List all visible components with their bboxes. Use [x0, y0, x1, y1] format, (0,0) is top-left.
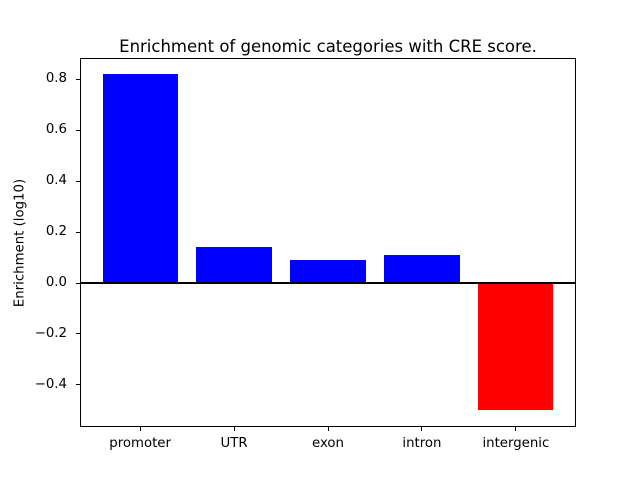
y-tick-label: 0.6	[45, 122, 67, 138]
y-tick-mark	[76, 129, 80, 131]
x-tick-mark	[515, 427, 517, 432]
y-tick-mark	[76, 282, 80, 284]
y-tick-mark	[76, 333, 80, 335]
bar-promoter	[102, 74, 178, 284]
y-tick-mark	[76, 78, 80, 80]
x-tick-label-exon: exon	[312, 436, 344, 452]
x-tick-label-intron: intron	[402, 436, 442, 452]
x-tick-label-UTR: UTR	[220, 436, 248, 452]
x-tick-mark	[421, 427, 423, 432]
y-tick-label: −0.4	[34, 376, 67, 392]
y-tick-mark	[76, 180, 80, 182]
x-tick-label-promoter: promoter	[109, 436, 171, 452]
x-tick-mark	[139, 427, 141, 432]
bar-UTR	[196, 247, 272, 284]
bar-intergenic	[478, 283, 554, 411]
y-tick-mark	[76, 384, 80, 386]
y-tick-label: 0.2	[45, 224, 67, 240]
x-tick-mark	[327, 427, 329, 432]
y-tick-label: 0.0	[45, 275, 67, 291]
y-tick-label: 0.4	[45, 173, 67, 189]
y-tick-label: −0.2	[34, 325, 67, 341]
y-tick-label: 0.8	[45, 71, 67, 87]
chart-title: Enrichment of genomic categories with CR…	[119, 37, 537, 56]
x-tick-label-intergenic: intergenic	[482, 436, 550, 452]
zero-line	[80, 282, 576, 285]
y-tick-mark	[76, 231, 80, 233]
bar-intron	[384, 255, 460, 284]
x-tick-mark	[233, 427, 235, 432]
plot-area	[80, 57, 576, 428]
bar-exon	[290, 260, 366, 284]
